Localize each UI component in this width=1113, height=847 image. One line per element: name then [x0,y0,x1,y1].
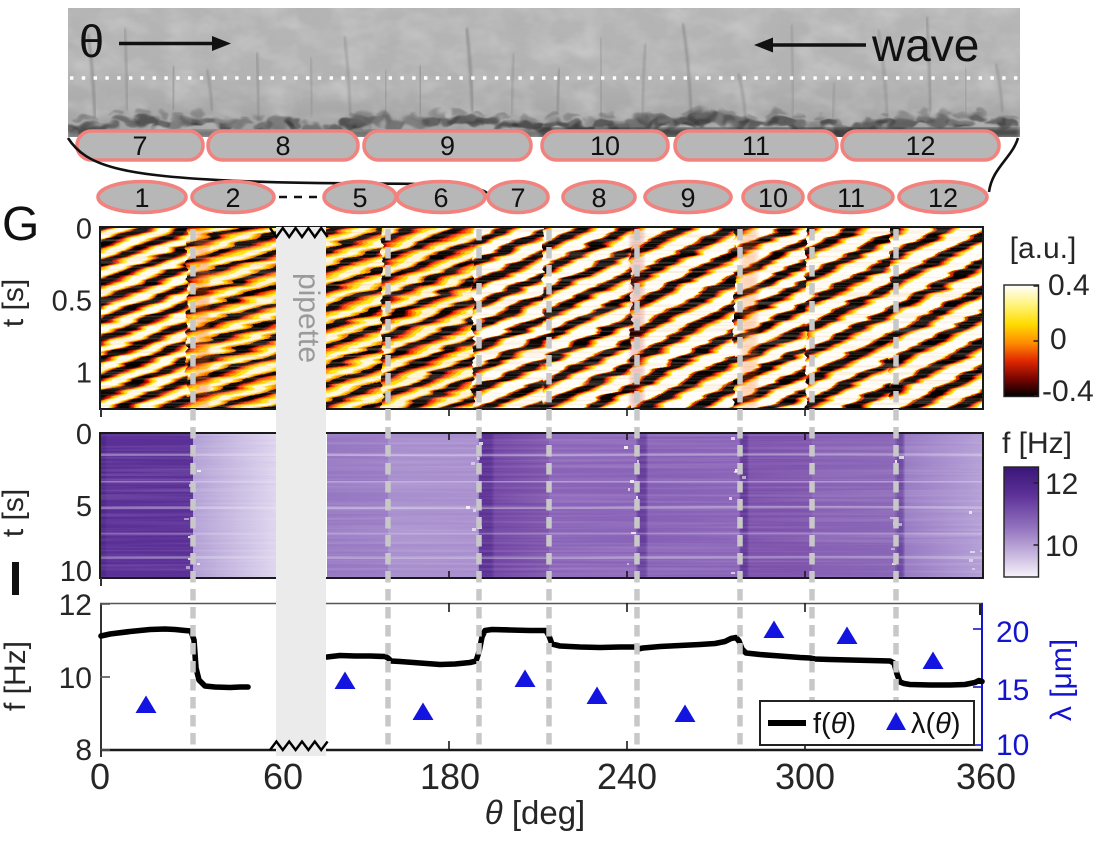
svg-text:0: 0 [1050,323,1067,356]
svg-text:8: 8 [75,734,92,767]
svg-text:10: 10 [59,662,92,695]
svg-text:9: 9 [440,131,455,161]
svg-text:7: 7 [510,183,525,213]
svg-text:2: 2 [225,183,240,213]
svg-text:11: 11 [742,131,770,161]
svg-text:12: 12 [59,589,92,622]
svg-text:f [Hz]: f [Hz] [1002,427,1072,460]
svg-text:0: 0 [90,756,110,797]
svg-text:0: 0 [76,419,92,451]
svg-text:20: 20 [996,616,1029,649]
svg-text:60: 60 [263,756,303,797]
svg-text:9: 9 [680,183,695,213]
svg-text:1: 1 [134,183,149,213]
svg-text:11: 11 [837,183,865,213]
svg-text:240: 240 [597,756,657,797]
svg-text:f(θ): f(θ) [813,708,856,740]
svg-text:pipette: pipette [292,273,325,363]
svg-text:0.5: 0.5 [52,286,92,318]
svg-text:10: 10 [60,556,92,588]
svg-text:6: 6 [433,183,448,213]
svg-text:12: 12 [928,183,958,213]
svg-text:wave: wave [871,19,979,71]
svg-text:10: 10 [590,131,620,161]
svg-text:5: 5 [76,491,92,523]
svg-text:0: 0 [76,214,92,246]
svg-text:12: 12 [905,131,935,161]
svg-text:300: 300 [775,756,835,797]
svg-text:8: 8 [591,183,606,213]
svg-text:θ [deg]: θ [deg] [485,794,585,831]
svg-text:λ(θ): λ(θ) [911,708,961,740]
svg-text:t [s]: t [s] [0,489,30,537]
svg-text:0.4: 0.4 [1048,269,1090,302]
svg-text:10: 10 [758,183,788,213]
svg-text:θ: θ [79,16,104,67]
svg-text:[a.u.]: [a.u.] [1010,232,1077,265]
svg-text:7: 7 [132,131,147,161]
svg-text:15: 15 [996,674,1029,707]
svg-text:f [Hz]: f [Hz] [0,641,32,711]
svg-text:8: 8 [275,131,290,161]
svg-text:-0.4: -0.4 [1042,375,1094,408]
svg-text:5: 5 [352,183,367,213]
svg-text:t [s]: t [s] [0,279,30,327]
svg-text:10: 10 [996,729,1029,762]
svg-text:180: 180 [420,756,480,797]
svg-text:360: 360 [956,756,1016,797]
svg-text:G: G [2,198,39,251]
svg-text:10: 10 [1045,530,1078,563]
svg-text:1: 1 [76,358,92,390]
svg-text:12: 12 [1045,468,1078,501]
svg-text:λ [μm]: λ [μm] [1045,639,1078,721]
